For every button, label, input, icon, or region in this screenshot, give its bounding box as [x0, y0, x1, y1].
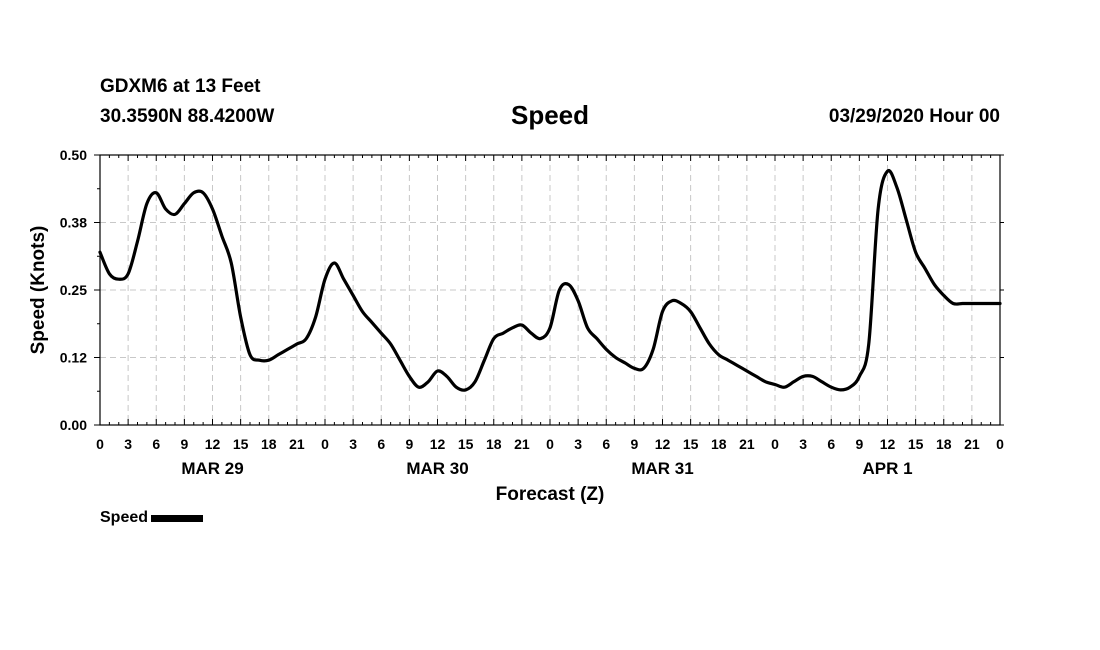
- x-tick-label: 6: [152, 436, 160, 452]
- day-label: MAR 29: [181, 459, 243, 478]
- x-tick-label: 6: [377, 436, 385, 452]
- x-tick-label: 15: [683, 436, 699, 452]
- x-tick-label: 21: [514, 436, 530, 452]
- x-tick-label: 15: [908, 436, 924, 452]
- x-tick-label: 0: [546, 436, 554, 452]
- x-tick-label: 21: [289, 436, 305, 452]
- x-tick-label: 21: [739, 436, 755, 452]
- grid: [100, 155, 1000, 425]
- x-tick-label: 9: [855, 436, 863, 452]
- axis-ticks: [94, 154, 1004, 426]
- coordinates-label: 30.3590N 88.4200W: [100, 106, 275, 127]
- y-tick-label: 0.38: [60, 215, 87, 231]
- x-tick-label: 3: [124, 436, 132, 452]
- x-tick-label: 0: [96, 436, 104, 452]
- x-tick-label: 18: [486, 436, 502, 452]
- x-tick-label: 3: [349, 436, 357, 452]
- x-tick-label: 9: [630, 436, 638, 452]
- x-tick-label: 12: [880, 436, 896, 452]
- x-tick-label: 9: [405, 436, 413, 452]
- day-label: APR 1: [862, 459, 912, 478]
- x-tick-label: 3: [799, 436, 807, 452]
- legend-label: Speed: [100, 509, 149, 526]
- x-tick-label: 12: [655, 436, 671, 452]
- x-tick-label: 12: [430, 436, 446, 452]
- x-tick-label: 9: [180, 436, 188, 452]
- forecast-datetime: 03/29/2020 Hour 00: [828, 106, 1000, 127]
- x-tick-label: 15: [458, 436, 474, 452]
- y-tick-label: 0.25: [60, 282, 87, 298]
- y-tick-label: 0.00: [60, 417, 87, 433]
- axis-labels: 0 3 6 9 12 15 18 21 0 3 6 9 12 15 18 21 0 3 6 9 12 15 18 21 0 3 6 9…: [60, 147, 1004, 478]
- x-tick-label: 0: [771, 436, 779, 452]
- day-label: MAR 30: [406, 459, 468, 478]
- day-label: MAR 31: [631, 459, 693, 478]
- x-tick-label: 0: [996, 436, 1004, 452]
- y-axis-title: Speed (Knots): [28, 226, 49, 355]
- x-tick-label: 0: [321, 436, 329, 452]
- y-tick-label: 0.12: [60, 350, 87, 366]
- station-label: GDXM6 at 13 Feet: [100, 76, 261, 97]
- series-line-speed: [98, 168, 1002, 392]
- x-axis-title: Forecast (Z): [496, 484, 605, 505]
- chart-title: Speed: [510, 100, 590, 130]
- x-tick-label: 6: [602, 436, 610, 452]
- x-tick-label: 21: [964, 436, 980, 452]
- x-tick-label: 18: [711, 436, 727, 452]
- x-tick-label: 18: [261, 436, 277, 452]
- y-tick-label: 0.50: [60, 147, 87, 163]
- x-tick-label: 18: [936, 436, 952, 452]
- legend-swatch: [151, 514, 204, 522]
- x-tick-label: 12: [205, 436, 221, 452]
- x-tick-label: 15: [233, 436, 249, 452]
- x-tick-label: 6: [827, 436, 835, 452]
- legend: Speed: [100, 509, 204, 527]
- x-tick-label: 3: [574, 436, 582, 452]
